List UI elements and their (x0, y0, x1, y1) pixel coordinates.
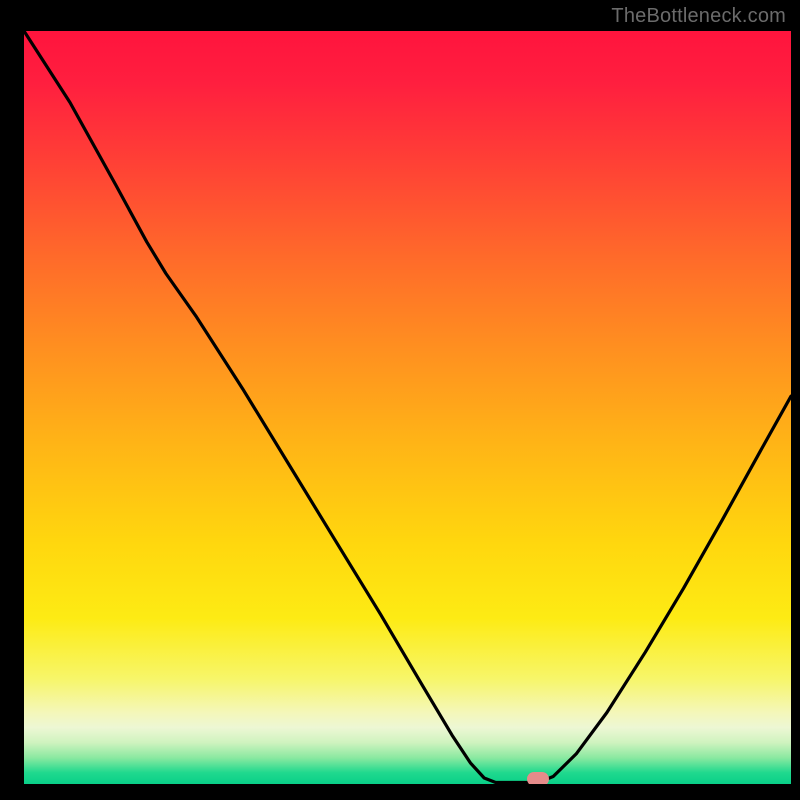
chart-root: TheBottleneck.com (0, 0, 800, 800)
frame-left (0, 0, 24, 800)
frame-right (791, 0, 800, 800)
watermark-text: TheBottleneck.com (611, 5, 786, 28)
frame-bottom (0, 784, 800, 800)
optimum-marker (527, 772, 549, 784)
gradient-background (24, 31, 791, 784)
plot-area (24, 31, 791, 784)
